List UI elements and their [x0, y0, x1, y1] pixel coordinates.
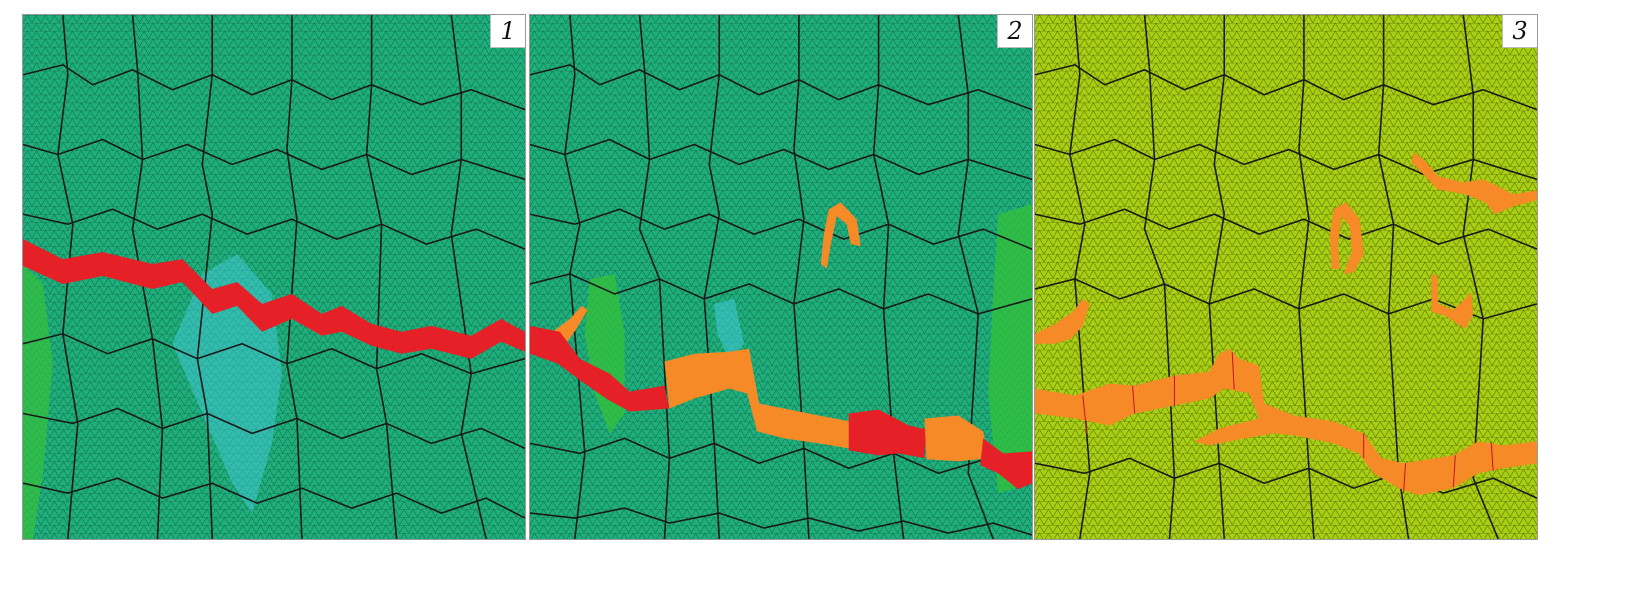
crack-red-middle	[848, 409, 927, 459]
mesh-image-2	[530, 15, 1032, 539]
grain-boundaries	[1035, 15, 1537, 539]
crack-orange-main	[1035, 348, 1537, 496]
mesh-panel-2: 2	[529, 14, 1033, 540]
stress-zone-green-right	[988, 204, 1032, 494]
mesh-image-1	[23, 15, 525, 539]
panel-label-2: 2	[997, 15, 1032, 48]
crack-orange-right	[924, 415, 989, 462]
crack-segment-boundaries	[1082, 351, 1494, 494]
stress-zone-green	[23, 264, 53, 539]
crack-red-right	[980, 438, 1032, 490]
crack-branch-top	[820, 202, 861, 270]
mesh-panel-1: 1	[22, 14, 526, 540]
panel-label-1: 1	[490, 15, 525, 48]
crack-branches	[1035, 152, 1537, 344]
crack-red-left	[530, 325, 670, 412]
crack-orange-middle	[664, 348, 851, 449]
stress-zone-blue	[714, 298, 745, 359]
grain-boundaries	[23, 15, 525, 539]
panel-label-3: 3	[1502, 15, 1537, 48]
crack-red	[23, 239, 525, 359]
mesh-image-3	[1035, 15, 1537, 539]
mesh-panel-3: 3	[1034, 14, 1538, 540]
